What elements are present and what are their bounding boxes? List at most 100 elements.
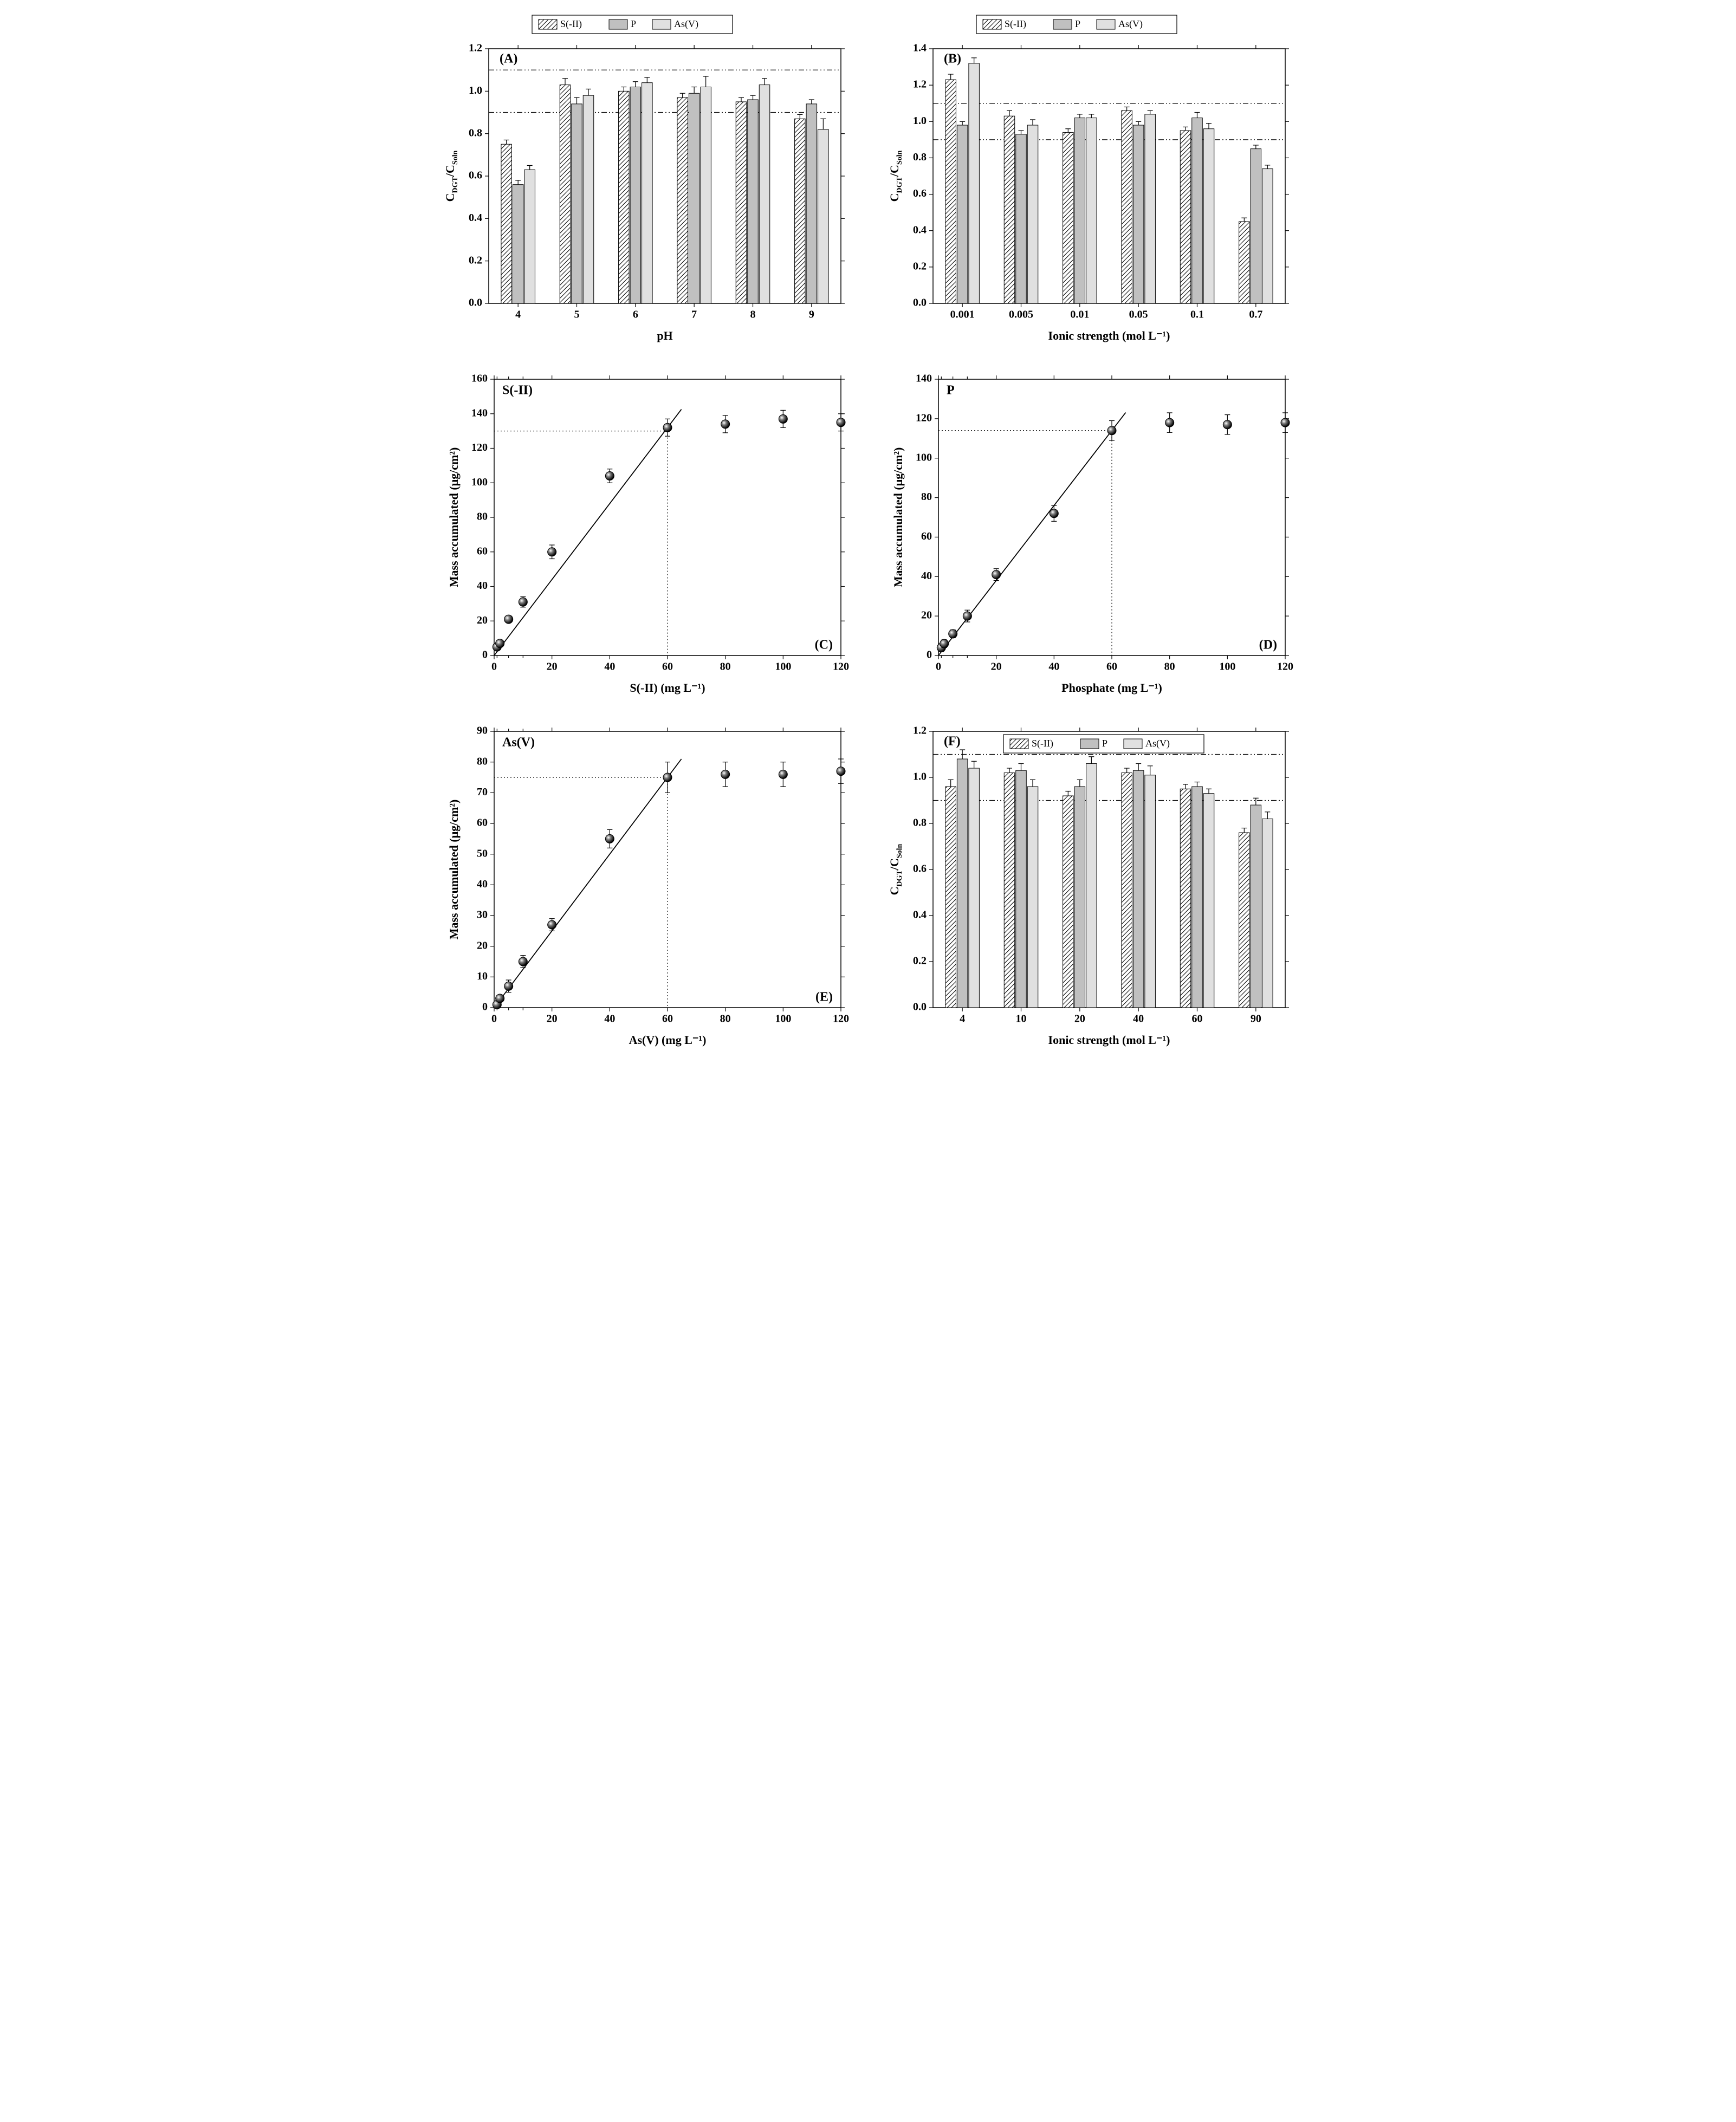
- svg-text:60: 60: [662, 1013, 673, 1025]
- svg-text:CDGT/CSoln: CDGT/CSoln: [888, 150, 904, 202]
- svg-text:0.005: 0.005: [1009, 309, 1033, 321]
- svg-text:(F): (F): [944, 735, 961, 749]
- svg-text:(B): (B): [944, 52, 961, 66]
- panel-c: 020406080100120140160020406080100120S(-I…: [435, 363, 857, 699]
- svg-text:0: 0: [482, 1001, 488, 1013]
- svg-text:100: 100: [916, 451, 932, 463]
- svg-text:1.2: 1.2: [913, 725, 927, 737]
- svg-text:0.2: 0.2: [469, 254, 482, 266]
- svg-text:0.0: 0.0: [913, 1001, 927, 1013]
- svg-text:1.0: 1.0: [913, 115, 927, 127]
- svg-text:120: 120: [916, 412, 932, 424]
- svg-text:4: 4: [515, 309, 521, 321]
- svg-text:20: 20: [1074, 1013, 1085, 1025]
- svg-text:0: 0: [927, 649, 932, 661]
- svg-text:0: 0: [482, 649, 488, 661]
- svg-text:0: 0: [491, 1013, 497, 1025]
- svg-text:60: 60: [662, 661, 673, 673]
- svg-text:20: 20: [477, 614, 488, 626]
- svg-text:0.8: 0.8: [913, 151, 927, 163]
- svg-text:120: 120: [471, 442, 488, 453]
- svg-text:0.7: 0.7: [1249, 309, 1262, 321]
- svg-text:0.01: 0.01: [1070, 309, 1089, 321]
- svg-text:1.4: 1.4: [913, 42, 927, 54]
- svg-text:0.2: 0.2: [913, 260, 927, 272]
- svg-text:30: 30: [477, 909, 488, 921]
- svg-text:0: 0: [491, 661, 497, 673]
- svg-text:As(V): As(V): [1118, 18, 1143, 30]
- svg-text:40: 40: [477, 580, 488, 592]
- svg-text:1.2: 1.2: [469, 42, 482, 54]
- svg-text:140: 140: [471, 407, 488, 419]
- svg-text:(E): (E): [815, 990, 833, 1004]
- svg-text:40: 40: [604, 661, 615, 673]
- svg-text:S(-II) (mg L⁻¹): S(-II) (mg L⁻¹): [630, 681, 705, 695]
- svg-text:20: 20: [991, 661, 1002, 673]
- svg-text:1.2: 1.2: [913, 79, 927, 90]
- svg-text:(C): (C): [815, 638, 833, 652]
- svg-text:80: 80: [720, 661, 731, 673]
- svg-text:80: 80: [720, 1013, 731, 1025]
- svg-text:P: P: [947, 384, 955, 398]
- panel-d: 020406080100120140020406080100120Phospha…: [879, 363, 1301, 699]
- svg-text:Mass accumulated (μg/cm²): Mass accumulated (μg/cm²): [447, 800, 461, 940]
- svg-text:S(-II): S(-II): [560, 18, 582, 30]
- svg-text:90: 90: [477, 725, 488, 737]
- svg-text:As(V): As(V): [502, 736, 535, 750]
- svg-text:10: 10: [1016, 1013, 1027, 1025]
- svg-text:9: 9: [809, 309, 814, 321]
- svg-text:S(-II): S(-II): [1005, 18, 1026, 30]
- panel-a: 0.00.20.40.60.81.01.2456789pHCDGT/CSoln(…: [435, 11, 857, 347]
- svg-text:80: 80: [1164, 661, 1175, 673]
- svg-text:Phosphate (mg L⁻¹): Phosphate (mg L⁻¹): [1061, 681, 1162, 695]
- svg-text:120: 120: [833, 661, 849, 673]
- svg-text:P: P: [631, 18, 636, 29]
- svg-text:120: 120: [1277, 661, 1293, 673]
- svg-text:10: 10: [477, 970, 488, 982]
- svg-text:0.1: 0.1: [1190, 309, 1204, 321]
- svg-text:60: 60: [477, 817, 488, 829]
- svg-text:As(V) (mg L⁻¹): As(V) (mg L⁻¹): [629, 1033, 707, 1047]
- svg-text:0.0: 0.0: [913, 297, 927, 309]
- svg-text:CDGT/CSoln: CDGT/CSoln: [443, 150, 459, 202]
- svg-text:0.0: 0.0: [469, 297, 482, 309]
- svg-text:CDGT/CSoln: CDGT/CSoln: [888, 843, 904, 895]
- svg-text:40: 40: [604, 1013, 615, 1025]
- svg-text:60: 60: [1192, 1013, 1203, 1025]
- svg-text:(A): (A): [500, 52, 517, 66]
- svg-text:120: 120: [833, 1013, 849, 1025]
- svg-text:1.0: 1.0: [469, 85, 482, 96]
- figure-grid: 0.00.20.40.60.81.01.2456789pHCDGT/CSoln(…: [435, 11, 1301, 1051]
- svg-text:Mass accumulated (μg/cm²): Mass accumulated (μg/cm²): [447, 447, 461, 588]
- svg-text:40: 40: [477, 878, 488, 890]
- svg-text:70: 70: [477, 786, 488, 798]
- svg-text:0.8: 0.8: [469, 127, 482, 139]
- svg-text:As(V): As(V): [674, 18, 698, 30]
- svg-text:0.6: 0.6: [469, 170, 482, 181]
- svg-text:0.4: 0.4: [913, 909, 927, 921]
- panel-e: 0102030405060708090020406080100120As(V) …: [435, 715, 857, 1051]
- svg-text:5: 5: [574, 309, 580, 321]
- panel-f: 0.00.20.40.60.81.01.241020406090Ionic st…: [879, 715, 1301, 1051]
- svg-text:100: 100: [1219, 661, 1235, 673]
- svg-text:20: 20: [547, 1013, 558, 1025]
- svg-text:As(V): As(V): [1145, 738, 1170, 749]
- svg-text:0.05: 0.05: [1129, 309, 1148, 321]
- svg-text:20: 20: [477, 939, 488, 951]
- svg-text:P: P: [1075, 18, 1080, 29]
- svg-text:Ionic strength (mol L⁻¹): Ionic strength (mol L⁻¹): [1048, 329, 1170, 342]
- svg-text:0.4: 0.4: [469, 212, 482, 224]
- svg-text:80: 80: [477, 755, 488, 767]
- svg-text:100: 100: [775, 661, 791, 673]
- svg-text:80: 80: [921, 491, 932, 503]
- svg-text:(D): (D): [1259, 638, 1277, 652]
- svg-text:60: 60: [1106, 661, 1117, 673]
- svg-text:0.2: 0.2: [913, 955, 927, 967]
- svg-text:1.0: 1.0: [913, 771, 927, 783]
- svg-text:6: 6: [633, 309, 638, 321]
- svg-text:40: 40: [1048, 661, 1059, 673]
- svg-text:pH: pH: [657, 329, 672, 342]
- svg-text:Mass accumulated (μg/cm²): Mass accumulated (μg/cm²): [891, 447, 905, 588]
- svg-text:7: 7: [691, 309, 697, 321]
- svg-text:60: 60: [477, 545, 488, 557]
